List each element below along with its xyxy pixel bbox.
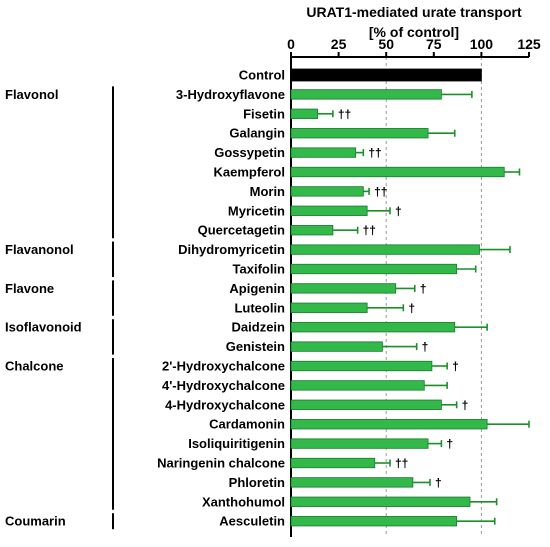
bar-2-hydroxychalcone: [290, 360, 433, 372]
bar-taxifolin: [290, 263, 458, 275]
category-label: Aesculetin: [219, 514, 285, 529]
bar-dihydromyricetin: [290, 244, 480, 255]
category-label: Luteolin: [234, 300, 285, 315]
bar-naringenin-chalcone: [290, 457, 376, 469]
bar-galangin: [290, 128, 429, 139]
significance-marker: †: [422, 340, 429, 354]
bar-phloretin: [290, 477, 414, 488]
bar-fisetin: [290, 108, 319, 119]
category-label: 4-Hydroxychalcone: [165, 397, 285, 412]
bar-genistein: [290, 341, 383, 352]
bars: ††††††††††††††††††: [290, 68, 530, 527]
bar-isoliquiritigenin: [290, 438, 429, 449]
x-tick-label: 75: [426, 36, 442, 52]
significance-marker: ††: [363, 224, 376, 238]
category-label: Taxifolin: [233, 262, 286, 277]
group-label: Chalcone: [5, 359, 64, 374]
bar-3-hydroxyflavone: [290, 89, 442, 100]
group-labels: Flavonol Flavanonol Flavone Isoflavonoid Cha…: [5, 86, 114, 530]
significance-marker: †: [462, 398, 469, 412]
bar-luteolin: [290, 302, 368, 313]
significance-marker: ††: [374, 185, 387, 199]
significance-marker: †: [420, 282, 427, 296]
group-label: Flavanonol: [5, 242, 74, 257]
significance-marker: †: [408, 301, 415, 315]
bar-aesculetin: [290, 516, 458, 527]
category-label: Galangin: [229, 126, 285, 141]
bar-4-hydroxychalcone: [290, 380, 425, 391]
category-label: Xanthohumol: [202, 494, 285, 509]
group-label: Coumarin: [5, 514, 66, 529]
category-label: 3-Hydroxyflavone: [176, 87, 285, 102]
significance-marker: ††: [368, 146, 381, 160]
bar-myricetin: [290, 205, 368, 216]
category-label: Gossypetin: [214, 145, 285, 160]
bar-kaempferol: [290, 166, 505, 178]
group-label: Isoflavonoid: [5, 320, 82, 335]
x-tick-label: 0: [287, 36, 295, 52]
significance-marker: †: [452, 360, 459, 374]
category-labels: Control 3-Hydroxyflavone Fisetin Galangin Go…: [157, 68, 285, 529]
category-label: Control: [239, 68, 285, 83]
bar-apigenin: [290, 283, 397, 294]
category-label: Daidzein: [232, 320, 286, 335]
group-label: Flavonol: [5, 87, 58, 102]
x-tick-label: 25: [331, 36, 347, 52]
chart-title: URAT1-mediated urate transport: [306, 4, 522, 20]
bar-quercetagetin: [290, 225, 334, 236]
category-label: Phloretin: [229, 475, 285, 490]
x-tick-label: 50: [378, 36, 394, 52]
significance-marker: †: [395, 204, 402, 218]
x-tick-label: 100: [470, 36, 494, 52]
category-label: Quercetagetin: [198, 223, 285, 238]
category-label: 4'-Hydroxychalcone: [162, 378, 285, 393]
bar-cardamonin: [290, 419, 488, 430]
bar-morin: [290, 186, 364, 197]
category-label: Naringenin chalcone: [157, 456, 285, 471]
significance-marker: ††: [338, 107, 351, 121]
x-tick-label: 125: [517, 36, 541, 52]
significance-marker: ††: [395, 457, 408, 471]
significance-marker: †: [446, 437, 453, 451]
bar-gossypetin: [290, 147, 357, 158]
bar-xanthohumol: [290, 496, 471, 507]
group-label: Flavone: [5, 281, 54, 296]
category-label: Kaempferol: [213, 165, 285, 180]
category-label: Dihydromyricetin: [178, 242, 285, 257]
category-label: 2'-Hydroxychalcone: [162, 359, 285, 374]
bar-daidzein: [290, 322, 456, 333]
category-label: Genistein: [226, 339, 285, 354]
bar-4-hydroxychalcone: [290, 399, 442, 410]
chart-subtitle: [% of control]: [369, 24, 459, 40]
category-label: Morin: [250, 184, 285, 199]
category-label: Apigenin: [229, 281, 285, 296]
category-label: Fisetin: [243, 106, 285, 121]
significance-marker: †: [435, 476, 442, 490]
category-label: Cardamonin: [209, 417, 285, 432]
category-label: Isoliquiritigenin: [188, 436, 285, 451]
bar-control: [290, 68, 482, 82]
category-label: Myricetin: [228, 203, 285, 218]
